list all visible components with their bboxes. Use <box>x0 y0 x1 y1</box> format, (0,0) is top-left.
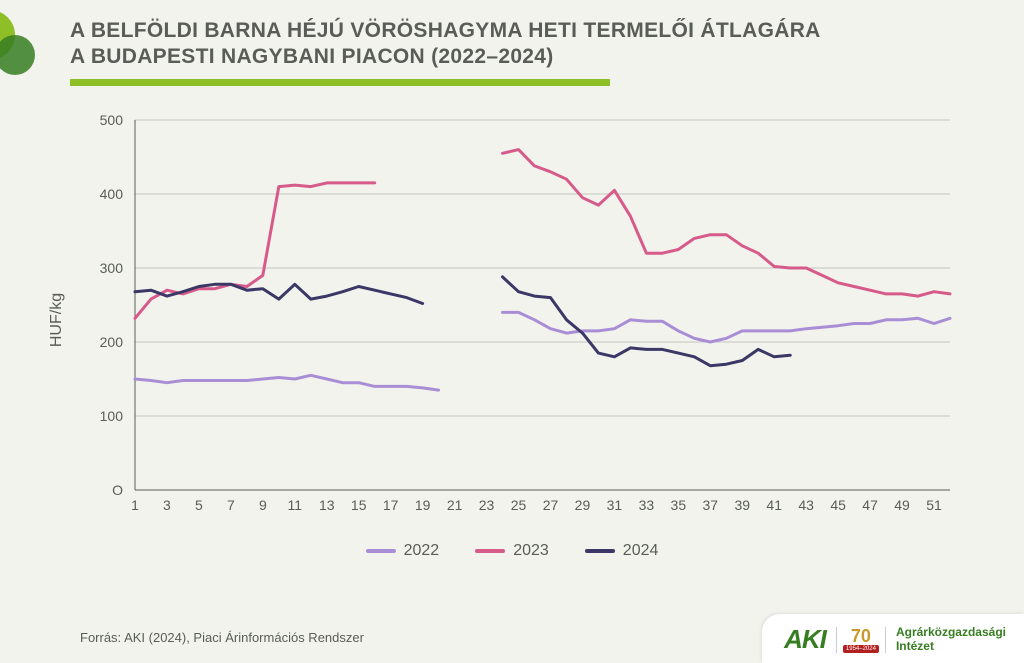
logo-box: AKI 70 1954–2024 Agrárközgazdasági Intéz… <box>762 614 1024 663</box>
svg-text:15: 15 <box>351 497 367 513</box>
svg-text:37: 37 <box>703 497 719 513</box>
svg-text:O: O <box>112 482 123 498</box>
svg-text:25: 25 <box>511 497 527 513</box>
svg-text:11: 11 <box>288 497 303 513</box>
svg-text:3: 3 <box>163 497 171 513</box>
svg-text:21: 21 <box>447 497 463 513</box>
legend-swatch <box>585 549 615 553</box>
legend-item: 2023 <box>475 542 549 560</box>
chart-title: A BELFÖLDI BARNA HÉJÚ VÖRÖSHAGYMA HETI T… <box>70 18 984 86</box>
svg-text:17: 17 <box>383 497 399 513</box>
svg-text:43: 43 <box>798 497 814 513</box>
svg-text:47: 47 <box>862 497 878 513</box>
logo-brand: AKI <box>784 624 826 655</box>
decor-circles <box>0 10 50 90</box>
svg-text:9: 9 <box>259 497 267 513</box>
svg-text:51: 51 <box>926 497 942 513</box>
title-line-1: A BELFÖLDI BARNA HÉJÚ VÖRÖSHAGYMA HETI T… <box>70 19 821 42</box>
svg-text:5: 5 <box>195 497 203 513</box>
svg-text:200: 200 <box>100 334 124 350</box>
legend-item: 2024 <box>585 542 659 560</box>
svg-text:39: 39 <box>734 497 750 513</box>
svg-text:45: 45 <box>830 497 846 513</box>
logo-institution: Agrárközgazdasági Intézet <box>896 626 1006 652</box>
svg-text:27: 27 <box>543 497 559 513</box>
svg-text:400: 400 <box>100 186 124 202</box>
svg-text:13: 13 <box>319 497 335 513</box>
source-text: Forrás: AKI (2024), Piaci Árinformációs … <box>80 630 364 645</box>
title-underline <box>70 79 610 86</box>
svg-text:49: 49 <box>894 497 910 513</box>
svg-text:1: 1 <box>131 497 139 513</box>
line-chart: HUF/kg O10020030040050013579111315171921… <box>80 110 960 530</box>
title-line-2: A BUDAPESTI NAGYBANI PIACON (2022–2024) <box>70 45 554 68</box>
svg-text:35: 35 <box>671 497 687 513</box>
svg-text:7: 7 <box>227 497 235 513</box>
svg-text:300: 300 <box>100 260 124 276</box>
svg-text:41: 41 <box>766 497 782 513</box>
svg-text:100: 100 <box>100 408 124 424</box>
legend-item: 2022 <box>366 542 440 560</box>
svg-text:23: 23 <box>479 497 495 513</box>
legend-label: 2022 <box>404 542 440 560</box>
svg-text:500: 500 <box>100 112 124 128</box>
logo-anniversary: 70 1954–2024 <box>836 627 886 653</box>
svg-text:19: 19 <box>415 497 431 513</box>
legend-label: 2024 <box>623 542 659 560</box>
legend-swatch <box>475 549 505 553</box>
legend: 2022 2023 2024 <box>0 540 1024 560</box>
svg-text:31: 31 <box>607 497 623 513</box>
y-axis-label: HUF/kg <box>48 293 66 347</box>
legend-swatch <box>366 549 396 553</box>
svg-text:33: 33 <box>639 497 655 513</box>
legend-label: 2023 <box>513 542 549 560</box>
svg-text:29: 29 <box>575 497 591 513</box>
